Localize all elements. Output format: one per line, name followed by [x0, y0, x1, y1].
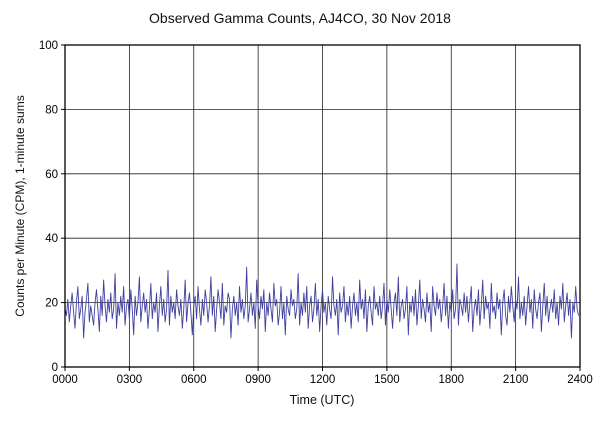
x-tick-label: 1200 [310, 374, 336, 386]
x-tick-label: 0000 [52, 374, 78, 386]
chart-title: Observed Gamma Counts, AJ4CO, 30 Nov 201… [149, 10, 451, 26]
x-tick-label: 0900 [245, 374, 271, 386]
plot-frame [64, 44, 581, 368]
y-tick-label: 100 [39, 40, 58, 52]
y-tick-label: 40 [45, 233, 58, 245]
x-tick-label: 2100 [503, 374, 529, 386]
y-tick-label: 60 [45, 169, 58, 181]
y-axis-title: Counts per Minute (CPM), 1-minute sums [13, 95, 27, 317]
x-tick-label: 0600 [181, 374, 207, 386]
y-tick-label: 80 [45, 104, 58, 116]
y-tick-label: 0 [52, 362, 58, 374]
x-axis-title: Time (UTC) [289, 393, 355, 407]
series-line-gamma-counts [64, 263, 580, 339]
y-tick-label: 20 [45, 298, 58, 310]
x-tick-label: 2400 [567, 374, 593, 386]
x-tick-label: 1500 [374, 374, 400, 386]
x-tick-label: 0300 [117, 374, 143, 386]
x-tick-label: 1800 [438, 374, 464, 386]
